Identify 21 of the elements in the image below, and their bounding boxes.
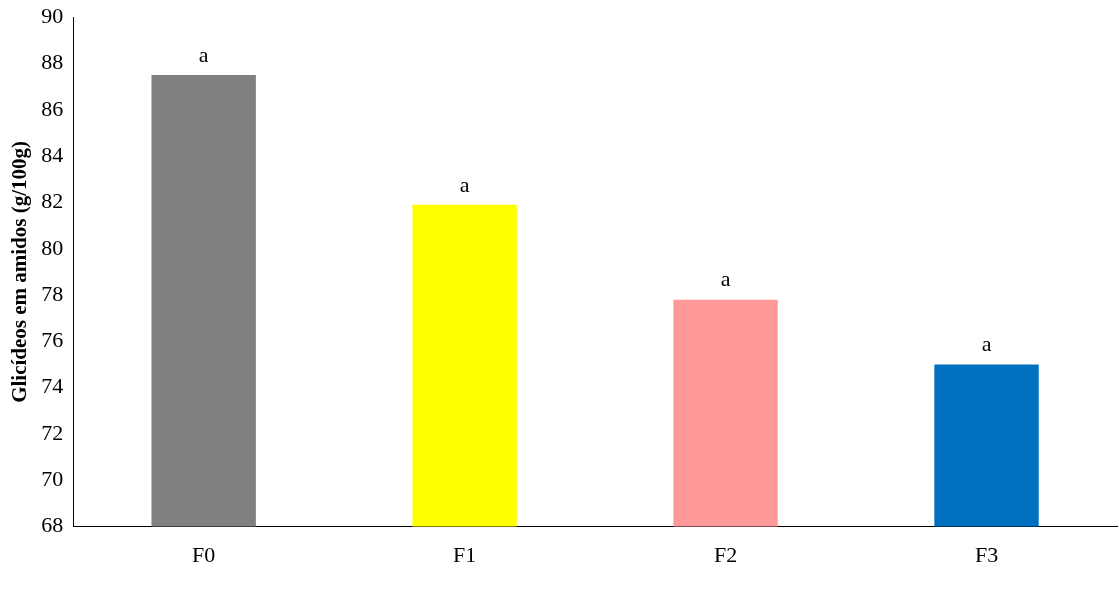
y-tick-label: 80 — [41, 234, 64, 260]
annotation: a — [981, 331, 992, 357]
annotation: a — [720, 266, 731, 292]
annotation: a — [459, 171, 470, 197]
y-tick-label: 70 — [41, 466, 64, 492]
y-tick-label: 72 — [41, 419, 64, 445]
y-axis-title: Glicídeos em amidos (g/100g) — [7, 140, 32, 403]
x-tick-label: F0 — [192, 541, 216, 567]
y-tick-label: 74 — [41, 373, 64, 399]
y-tick-label: 68 — [41, 512, 64, 538]
y-tick-label: 90 — [41, 2, 64, 28]
y-tick-label: 78 — [41, 280, 64, 306]
annotation: a — [198, 41, 209, 67]
y-tick-label: 82 — [41, 188, 64, 214]
y-tick-label: 84 — [41, 141, 64, 167]
x-tick-label: F3 — [974, 541, 999, 567]
y-tick-label: 76 — [41, 327, 64, 353]
x-tick-label: F1 — [453, 541, 477, 567]
y-tick-label: 86 — [41, 95, 64, 121]
x-tick-label: F2 — [713, 541, 738, 567]
y-tick-label: 88 — [41, 49, 64, 75]
